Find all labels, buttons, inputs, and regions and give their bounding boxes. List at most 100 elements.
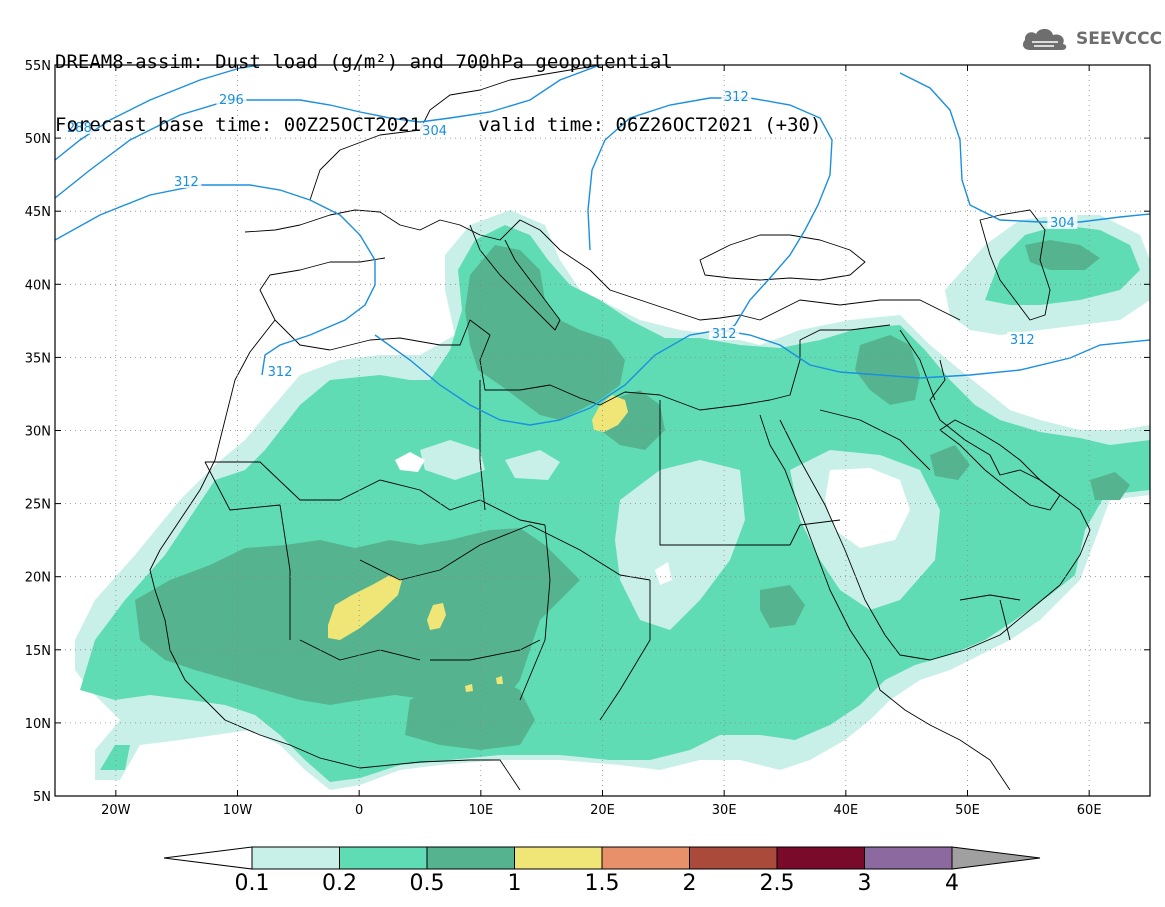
x-axis-ticks: 20W 10W 0 10E 20E 30E 40E 50E 60E — [101, 65, 1102, 818]
x-tick-label: 20W — [101, 803, 131, 818]
contour-label: 312 — [174, 175, 199, 190]
dust-free-region — [655, 562, 672, 585]
y-tick-label: 45N — [25, 205, 51, 220]
coastline-red-sea — [759, 414, 1011, 791]
contour-label: 288 — [67, 121, 92, 136]
colorbar-swatch — [514, 846, 603, 870]
colorbar-level-label: 1.5 — [585, 871, 620, 896]
dust-level-3-region — [930, 445, 970, 480]
contour-label-bg — [1047, 214, 1078, 229]
coastline-mediterranean-south — [274, 319, 891, 411]
contour-304-east — [899, 72, 1150, 223]
colorbar-level-label: 0.5 — [410, 871, 445, 896]
dust-level-3-region — [1025, 240, 1100, 270]
colorbar-swatch — [601, 846, 690, 870]
colorbar: 0.1 0.2 0.5 1 1.5 2 2.5 3 4 — [163, 846, 1041, 896]
y-tick-label: 5N — [33, 790, 51, 805]
y-tick-label: 55N — [25, 59, 51, 74]
x-tick-label: 20E — [590, 803, 615, 818]
colorbar-swatch — [426, 846, 515, 870]
coastline-italy — [469, 224, 561, 331]
y-tick-label: 30N — [25, 425, 51, 440]
title-line-1: DREAM8-assim: Dust load (g/m²) and 700hP… — [55, 51, 673, 73]
dust-level-3-region — [855, 335, 920, 405]
dust-level-3-region — [405, 675, 535, 750]
contour-label-bg — [216, 92, 247, 107]
contour-label-bg — [1007, 331, 1038, 346]
x-tick-label: 60E — [1077, 803, 1102, 818]
contour-312-west — [55, 184, 376, 376]
contour-labels: 288 296 304 312 312 312 312 312 304 — [64, 89, 1078, 380]
title-line-2: Forecast base time: 00Z25OCT2021 valid t… — [55, 114, 822, 136]
contour-label-bg — [64, 119, 95, 134]
contour-label: 312 — [1010, 333, 1035, 348]
contour-label-bg — [419, 122, 450, 137]
coastline-red-sea-east — [779, 359, 1091, 661]
colorbar-level-label: 2 — [683, 871, 697, 896]
dust-level-3-region — [760, 585, 805, 628]
y-tick-label: 40N — [25, 278, 51, 293]
dust-level-4-region — [427, 603, 446, 630]
colorbar-level-label: 0.2 — [322, 871, 357, 896]
contour-label: 304 — [422, 124, 447, 139]
lat-lon-grid — [55, 65, 1150, 796]
y-tick-label: 25N — [25, 498, 51, 513]
y-tick-label: 35N — [25, 351, 51, 366]
contour-label: 296 — [219, 93, 244, 108]
contour-312-north — [587, 97, 833, 336]
coastline-black-sea — [699, 234, 866, 281]
dust-level-2-region — [100, 745, 130, 770]
colorbar-over-arrow — [951, 846, 1041, 870]
colorbar-level-label: 0.1 — [235, 871, 270, 896]
contour-288 — [55, 65, 261, 161]
y-tick-label: 15N — [25, 644, 51, 659]
dust-level-4-region — [328, 575, 402, 640]
dust-level-1-region — [420, 440, 485, 480]
y-tick-label: 10N — [25, 717, 51, 732]
contour-label-bg — [709, 326, 740, 341]
geopotential-contours — [55, 65, 1150, 426]
x-tick-label: 30E — [712, 803, 737, 818]
dust-free-region — [825, 468, 910, 548]
cloud-icon — [1022, 28, 1067, 50]
contour-296 — [55, 65, 601, 199]
colorbar-under-arrow — [163, 846, 253, 870]
logo-text: SEEVCCC — [1076, 29, 1163, 49]
dust-level-1-region — [505, 450, 560, 480]
colorbar-swatch — [689, 846, 778, 870]
x-tick-label: 10W — [223, 803, 253, 818]
x-tick-label: 0 — [355, 803, 363, 818]
dust-level-4-region — [496, 676, 503, 684]
x-tick-label: 40E — [833, 803, 858, 818]
dust-level-4-region — [465, 684, 473, 692]
colorbar-level-label: 2.5 — [760, 871, 795, 896]
colorbar-swatch — [776, 846, 865, 870]
coastline-europe-north — [309, 65, 601, 201]
y-tick-label: 50N — [25, 132, 51, 147]
seevccc-logo: SEEVCCC — [1018, 24, 1162, 54]
colorbar-swatch — [251, 846, 340, 870]
colorbar-level-label: 4 — [945, 871, 959, 896]
dust-free-region — [395, 452, 425, 472]
contour-label: 312 — [712, 327, 737, 342]
coastline-africa-west — [149, 257, 521, 791]
coastline-persian-gulf — [939, 419, 1061, 511]
x-tick-label: 50E — [955, 803, 980, 818]
colorbar-level-label: 3 — [858, 871, 872, 896]
coastline-layer — [149, 65, 1091, 791]
colorbar-level-label: 1 — [508, 871, 522, 896]
x-tick-label: 10E — [468, 803, 493, 818]
contour-label-bg — [171, 173, 202, 188]
y-tick-label: 20N — [25, 571, 51, 586]
colorbar-swatch — [864, 846, 953, 870]
contour-label: 312 — [268, 365, 293, 380]
contour-label-bg — [265, 364, 296, 379]
contour-label-bg — [721, 89, 752, 104]
map-title: DREAM8-assim: Dust load (g/m²) and 700hP… — [55, 10, 821, 157]
border-lines — [204, 329, 1021, 721]
colorbar-swatch — [339, 846, 428, 870]
dust-level-3-region — [1090, 472, 1130, 500]
contour-label: 312 — [724, 90, 749, 105]
contour-label: 304 — [1050, 216, 1075, 231]
